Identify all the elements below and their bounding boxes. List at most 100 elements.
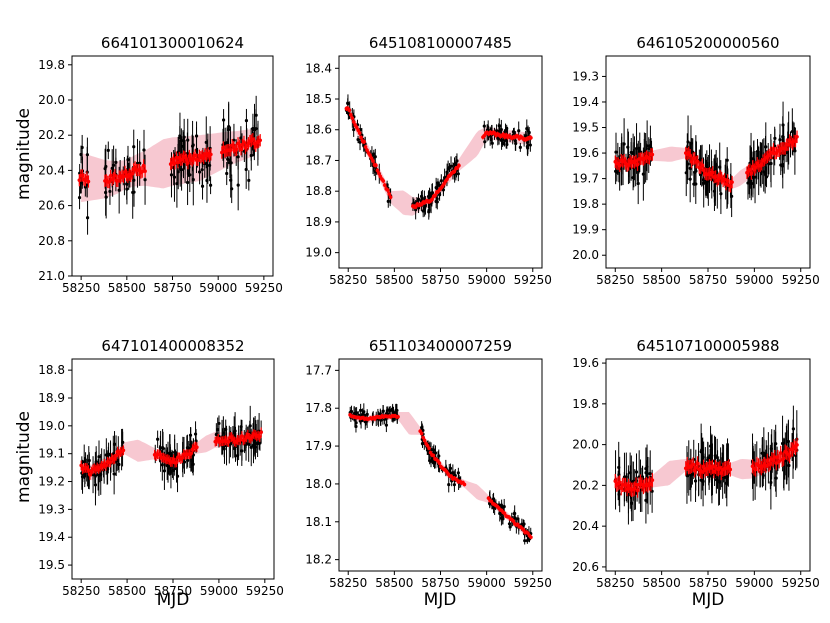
data-point — [427, 210, 431, 214]
data-point — [501, 141, 505, 146]
data-point — [791, 427, 795, 431]
data-point — [456, 471, 460, 475]
x-tick-label: 58750 — [689, 576, 727, 590]
data-point — [256, 441, 260, 446]
data-point — [437, 454, 441, 458]
model-point — [462, 482, 467, 487]
y-tick-label: 17.7 — [305, 363, 332, 377]
data-point — [160, 445, 165, 450]
data-point — [717, 480, 722, 484]
x-tick-label: 59000 — [200, 584, 238, 598]
y-tick-label: 19.5 — [38, 558, 65, 572]
x-tick-label: 58250 — [596, 273, 634, 287]
data-point — [507, 522, 512, 526]
data-point — [247, 178, 251, 182]
data-point — [132, 190, 136, 194]
data-point — [186, 458, 190, 462]
data-point — [456, 172, 460, 176]
model-curve — [348, 412, 533, 540]
data-point — [114, 160, 118, 165]
data-point — [249, 153, 253, 158]
data-point — [190, 144, 195, 148]
data-point — [125, 187, 129, 191]
y-tick-label: 19.4 — [38, 530, 65, 544]
data-point — [194, 148, 199, 152]
data-point — [359, 408, 363, 412]
data-point — [346, 101, 350, 105]
model-point — [457, 163, 461, 168]
data-point — [688, 166, 692, 170]
data-point — [208, 163, 212, 168]
model-point — [362, 140, 366, 144]
data-point — [221, 118, 226, 122]
model-point — [347, 108, 352, 113]
model-point — [730, 180, 734, 184]
data-point — [527, 130, 531, 135]
data-point — [514, 141, 518, 146]
data-point — [225, 171, 229, 176]
y-tick-label: 19.2 — [38, 475, 65, 489]
panel-3: 58250 58500 58750 59000 59250 19.3 19.4 19.5 19.… — [572, 34, 820, 287]
data-point — [85, 153, 89, 157]
model-point — [371, 159, 375, 163]
data-point — [85, 216, 90, 220]
x-tick-label: 59250 — [782, 576, 820, 590]
data-point — [749, 156, 753, 161]
model-point — [258, 138, 263, 143]
model-point — [77, 178, 82, 182]
panel-title: 645108100007485 — [369, 34, 512, 52]
data-point — [352, 127, 356, 132]
data-point — [690, 472, 695, 476]
plot-area — [344, 94, 533, 220]
data-point — [428, 194, 432, 198]
panel-1: 58250 58500 58750 59000 59250 19.8 20.0 20.2 20.… — [38, 34, 283, 295]
data-point — [106, 452, 111, 456]
data-point — [103, 167, 107, 171]
data-point — [432, 461, 436, 465]
data-point — [208, 183, 213, 187]
model-point — [359, 135, 363, 140]
panel-2: 58250 58500 58750 59000 59250 18.4 18.5 18.6 18.… — [305, 34, 552, 287]
data-point — [354, 421, 358, 425]
y-tick-label: 17.9 — [305, 439, 332, 453]
x-axis-label-col-3: MJD — [692, 590, 725, 610]
data-point — [143, 178, 147, 182]
data-point — [497, 124, 501, 128]
data-point — [512, 131, 516, 135]
data-point — [384, 423, 388, 427]
data-point — [436, 181, 440, 185]
data-point — [198, 170, 202, 174]
model-point — [83, 178, 88, 183]
y-tick-label: 19.1 — [38, 447, 65, 461]
x-tick-label: 58500 — [375, 273, 413, 287]
x-tick-label: 59000 — [735, 576, 773, 590]
x-tick-label: 58500 — [643, 273, 681, 287]
model-curve — [613, 130, 799, 193]
model-point — [728, 467, 733, 472]
model-point — [374, 163, 378, 168]
data-point — [191, 178, 195, 182]
model-point — [382, 183, 387, 187]
panel-title: 646105200000560 — [636, 34, 779, 52]
panel-title: 647101400008352 — [101, 337, 244, 355]
data-point — [169, 173, 174, 177]
y-tick-label: 18.9 — [305, 215, 332, 229]
data-point — [699, 478, 703, 482]
data-point — [182, 135, 186, 139]
data-point — [112, 472, 116, 476]
data-point — [162, 469, 167, 473]
y-axis-label-row-2: magnitude — [14, 411, 34, 503]
y-tick-label: 20.2 — [38, 128, 65, 142]
plot-area — [613, 405, 799, 525]
data-point — [693, 479, 698, 483]
y-tick-label: 18.4 — [305, 61, 332, 75]
observations — [80, 405, 263, 506]
data-point — [251, 443, 256, 447]
y-tick-label: 18.1 — [305, 515, 332, 529]
data-point — [205, 178, 209, 183]
data-point — [191, 462, 195, 466]
observations — [344, 94, 532, 220]
data-point — [447, 483, 451, 487]
data-point — [630, 501, 634, 505]
data-point — [390, 407, 395, 411]
